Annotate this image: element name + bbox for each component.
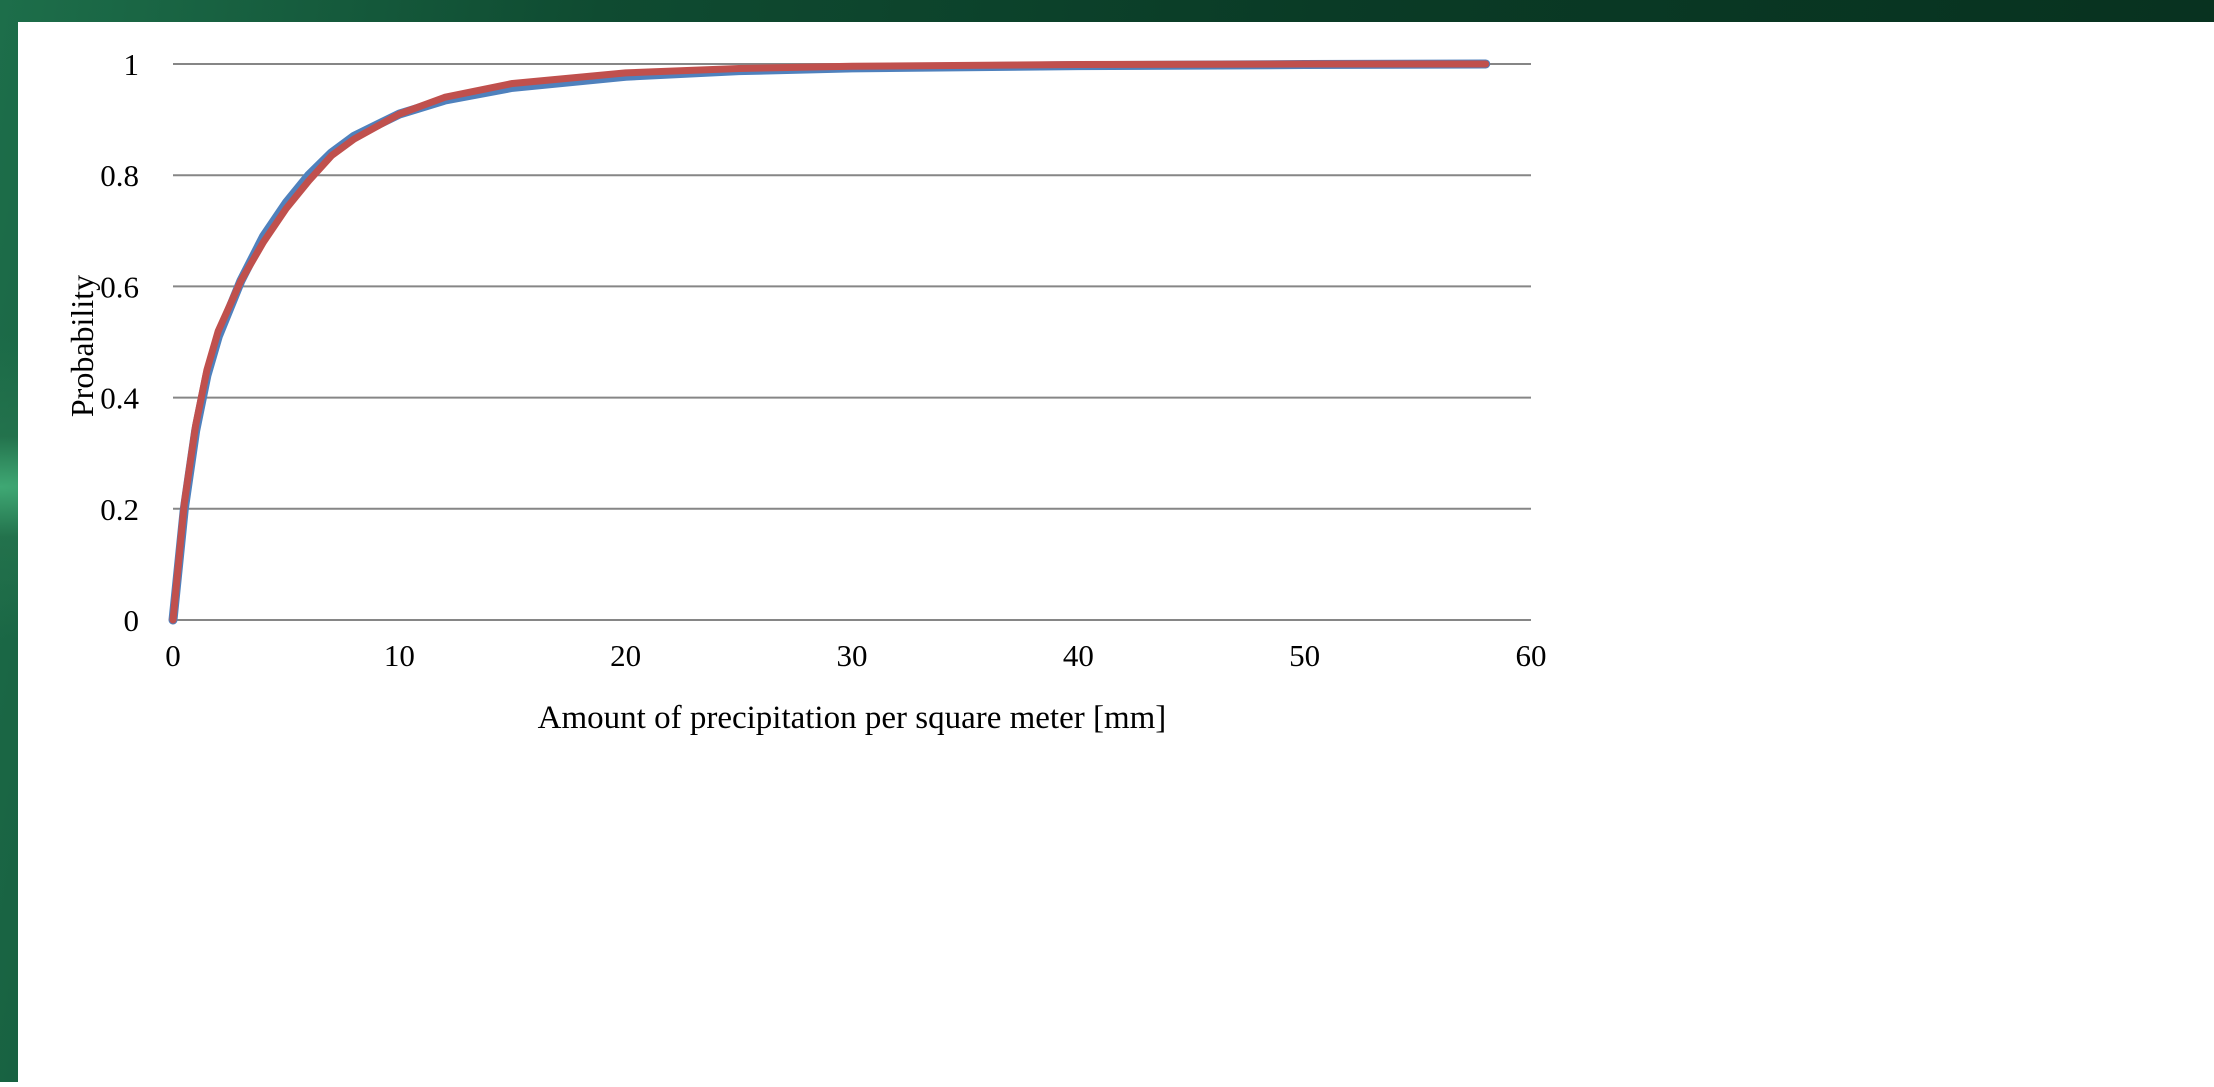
x-tick-label: 0 — [165, 638, 181, 673]
y-tick-label: 0.4 — [100, 381, 139, 416]
chart-panel: 0 0.2 0.4 0.6 0.8 1 0 10 20 30 40 50 60 Probability… — [18, 22, 2214, 1082]
y-tick-label: 0.6 — [100, 269, 139, 304]
y-tick-labels: 0 0.2 0.4 0.6 0.8 1 — [100, 47, 139, 638]
gridlines — [173, 63, 1531, 621]
y-tick-label: 1 — [124, 47, 140, 82]
x-tick-labels: 0 10 20 30 40 50 60 — [165, 638, 1546, 673]
y-tick-label: 0.2 — [100, 492, 139, 527]
y-axis-label: Probability — [64, 275, 100, 417]
y-tick-label: 0.8 — [100, 158, 139, 193]
x-tick-label: 20 — [610, 638, 641, 673]
line-chart: 0 0.2 0.4 0.6 0.8 1 0 10 20 30 40 50 60 Probability… — [64, 47, 1547, 736]
x-tick-label: 50 — [1289, 638, 1320, 673]
x-tick-label: 60 — [1516, 638, 1547, 673]
x-tick-label: 30 — [837, 638, 868, 673]
x-axis-label: Amount of precipitation per square meter… — [538, 700, 1167, 736]
x-tick-label: 40 — [1063, 638, 1094, 673]
y-tick-label: 0 — [124, 603, 140, 638]
series-line-1 — [168, 59, 1491, 625]
series-line-2 — [169, 60, 1490, 624]
x-tick-label: 10 — [384, 638, 415, 673]
series-lines — [168, 59, 1491, 625]
